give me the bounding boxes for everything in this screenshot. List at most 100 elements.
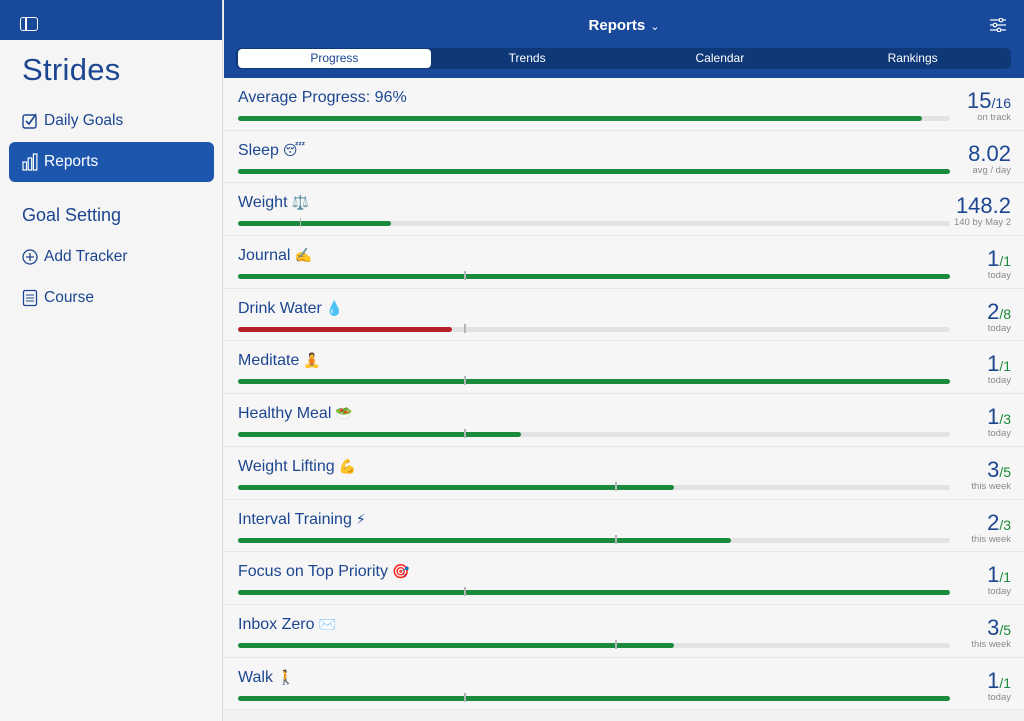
tracker-row[interactable]: Walk 🚶 1/1 today xyxy=(224,657,1024,711)
value-caption: today xyxy=(987,322,1011,334)
top-bar: Reports ⌄ Progress Trends Calendar Rankin… xyxy=(224,0,1024,78)
tracker-name-text: Inbox Zero xyxy=(238,615,315,633)
progress-track xyxy=(238,116,950,121)
value-caption: today xyxy=(987,428,1011,440)
plus-circle-icon xyxy=(22,249,38,265)
tracker-name: Weight ⚖️ xyxy=(238,194,309,212)
report-tabs: Progress Trends Calendar Rankings xyxy=(236,48,1011,69)
tracker-row[interactable]: Focus on Top Priority 🎯 1/1 today xyxy=(224,552,1024,605)
sidebar-item-daily-goals[interactable]: Daily Goals xyxy=(9,101,214,141)
tracker-name: Focus on Top Priority 🎯 xyxy=(238,563,409,581)
tracker-row[interactable]: Weight ⚖️ 148.2 140 by May 2 xyxy=(224,183,1024,237)
value-main: 3 xyxy=(987,614,1000,640)
tracker-value: 3/5 this week xyxy=(971,457,1011,492)
target-marker xyxy=(464,323,466,333)
tracker-row[interactable]: Interval Training ⚡ 2/3 this week xyxy=(224,499,1024,553)
tracker-name-text: Average Progress: 96% xyxy=(238,89,407,106)
sidebar-item-label: Add Tracker xyxy=(44,248,128,265)
value-caption: 140 by May 2 xyxy=(953,217,1011,229)
tracker-row[interactable]: Sleep 😴 8.02 avg / day xyxy=(224,130,1024,184)
app-title: Strides xyxy=(22,52,121,87)
tracker-value: 2/3 this week xyxy=(971,510,1011,545)
tracker-emoji-icon: 🧘 xyxy=(303,352,321,369)
value-goal: /5 xyxy=(999,463,1011,480)
progress-track xyxy=(238,218,950,228)
tracker-row[interactable]: Healthy Meal 🥗 1/3 today xyxy=(224,394,1024,447)
tracker-emoji-icon: 😴 xyxy=(282,141,306,158)
tracker-emoji-icon: 🥗 xyxy=(335,405,353,422)
progress-fill xyxy=(238,274,950,280)
section-title: Goal Setting xyxy=(22,205,122,225)
value-caption: this week xyxy=(971,638,1011,650)
tracker-emoji-icon: 💧 xyxy=(325,299,344,316)
value-goal: /8 xyxy=(999,305,1011,322)
tracker-name-text: Weight xyxy=(238,194,288,212)
progress-fill xyxy=(238,537,732,543)
target-marker xyxy=(615,639,617,649)
reports-menu[interactable]: Reports ⌄ xyxy=(224,17,1024,34)
tracker-row[interactable]: Weight Lifting 💪 3/5 this week xyxy=(224,446,1024,500)
progress-fill xyxy=(238,221,392,227)
sidebar-item-reports[interactable]: Reports xyxy=(9,142,214,182)
value-goal: /1 xyxy=(999,358,1011,375)
tab-trends[interactable]: Trends xyxy=(508,51,546,65)
tab-progress[interactable]: Progress xyxy=(238,49,431,68)
progress-fill xyxy=(238,484,675,490)
progress-track xyxy=(238,534,950,544)
sidebar-item-add-tracker[interactable]: Add Tracker xyxy=(9,237,214,277)
target-marker xyxy=(464,429,466,439)
tracker-row[interactable]: Journal ✍️ 1/1 today xyxy=(224,236,1024,289)
target-marker xyxy=(464,692,466,702)
target-marker xyxy=(615,481,617,491)
progress-fill xyxy=(238,168,950,174)
sidebar-item-course[interactable]: Course xyxy=(9,278,214,318)
value-goal: /5 xyxy=(999,621,1011,638)
tracker-value: 2/8 today xyxy=(987,299,1011,334)
target-marker xyxy=(464,376,466,386)
progress-fill xyxy=(238,432,522,438)
value-main: 148.2 xyxy=(955,193,1011,219)
progress-track xyxy=(238,376,950,386)
value-caption: on track xyxy=(977,112,1011,123)
value-main: 1 xyxy=(987,667,1000,693)
filter-sliders-icon[interactable] xyxy=(990,18,1006,32)
tracker-name: Average Progress: 96% xyxy=(238,89,407,107)
tracker-row[interactable]: Average Progress: 96% 15/16 on track xyxy=(224,78,1024,131)
sidebar-item-label: Daily Goals xyxy=(44,112,124,129)
tracker-emoji-icon: ✍️ xyxy=(294,247,312,264)
tracker-name: Inbox Zero ✉️ xyxy=(238,616,336,634)
progress-fill xyxy=(238,590,950,596)
target-marker xyxy=(615,534,617,544)
target-marker xyxy=(464,271,466,281)
progress-track xyxy=(238,168,950,174)
value-goal: /1 xyxy=(999,569,1011,586)
value-caption: this week xyxy=(971,533,1011,545)
bar-chart-icon xyxy=(22,153,38,171)
tracker-name: Drink Water 💧 xyxy=(238,300,343,318)
value-caption: this week xyxy=(971,480,1011,492)
value-goal: /3 xyxy=(999,516,1011,533)
tracker-emoji-icon: ✉️ xyxy=(318,615,336,632)
sidebar-header xyxy=(0,0,222,40)
tracker-row[interactable]: Drink Water 💧 2/8 today xyxy=(224,288,1024,342)
tracker-value: 1/3 today xyxy=(987,404,1011,439)
tracker-emoji-icon: ⚖️ xyxy=(291,194,309,211)
sidebar-toggle-icon[interactable] xyxy=(20,17,38,31)
value-main: 2 xyxy=(987,298,1000,324)
target-marker xyxy=(299,218,302,228)
sidebar-item-label: Course xyxy=(44,289,94,306)
value-caption: avg / day xyxy=(972,164,1011,176)
tracker-row[interactable]: Inbox Zero ✉️ 3/5 this week xyxy=(224,604,1024,658)
tracker-value: 1/1 today xyxy=(987,351,1011,386)
tracker-name-text: Healthy Meal xyxy=(238,405,332,423)
value-main: 3 xyxy=(987,456,1000,482)
tracker-value: 1/1 today xyxy=(987,668,1011,703)
tab-rankings[interactable]: Rankings xyxy=(887,51,938,65)
value-main: 1 xyxy=(987,404,1000,430)
tracker-row[interactable]: Meditate 🧘 1/1 today xyxy=(224,341,1024,395)
tracker-name: Weight Lifting 💪 xyxy=(238,458,356,476)
tracker-value: 8.02 avg / day xyxy=(968,141,1011,176)
chevron-down-icon: ⌄ xyxy=(650,21,660,33)
tab-calendar[interactable]: Calendar xyxy=(695,51,745,65)
value-caption: today xyxy=(987,691,1011,703)
